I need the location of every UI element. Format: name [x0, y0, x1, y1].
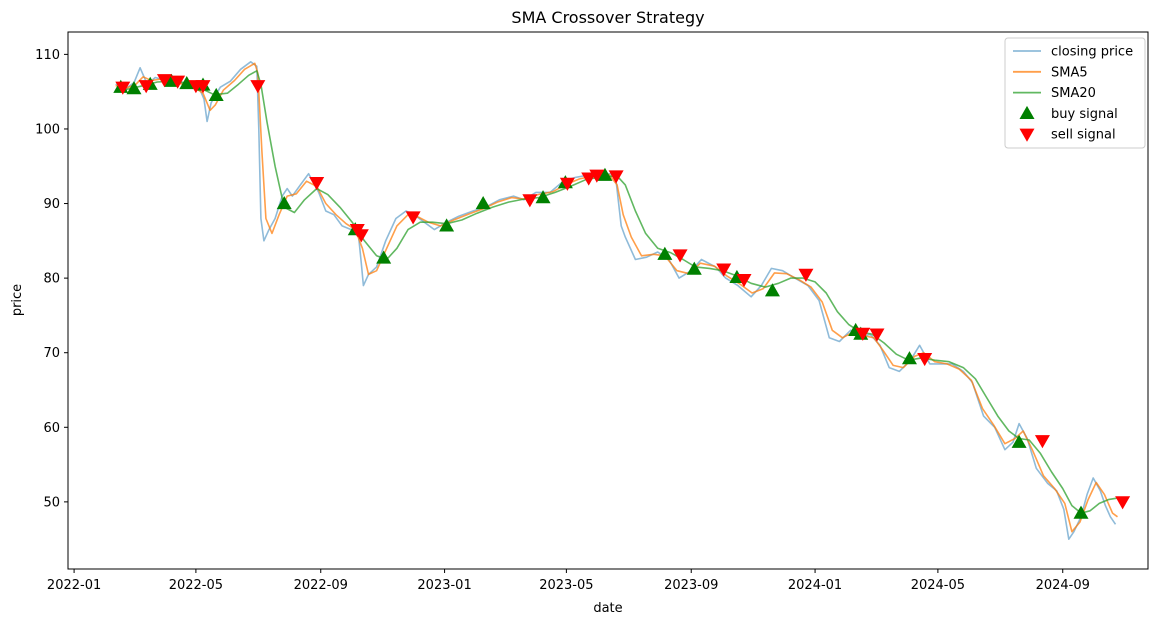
series-line-2 [115, 70, 1118, 514]
sell-signal-marker [855, 327, 871, 341]
sell-signal-marker [195, 80, 211, 94]
x-axis: 2022-01 2022-05 2022-09 2023-01 2023-05 2023-… [47, 569, 1090, 593]
buy-signal-marker [597, 167, 613, 181]
sell-signal-marker [736, 273, 752, 288]
buy-signal-marker [179, 75, 195, 90]
sell-signal-marker [917, 353, 933, 367]
marker-layer [113, 73, 1131, 519]
y-tick-label: 80 [43, 272, 60, 287]
legend-label: closing price [1051, 45, 1133, 60]
sell-signal-marker [405, 211, 421, 225]
sell-signal-marker [115, 81, 131, 95]
x-tick-label: 2022-09 [294, 578, 348, 593]
y-tick-label: 50 [43, 495, 60, 510]
sell-signal-marker [353, 229, 369, 243]
legend-label: SMA5 [1051, 65, 1088, 80]
sell-signal-marker [798, 268, 814, 282]
series-line-1 [115, 62, 1118, 533]
sell-signal-marker [170, 75, 186, 89]
sell-signal-marker [522, 194, 538, 208]
sell-signal-marker [1034, 435, 1050, 449]
x-tick-label: 2022-05 [169, 578, 223, 593]
y-tick-label: 100 [35, 122, 60, 137]
x-tick-label: 2023-01 [417, 578, 471, 593]
legend: closing price SMA5 SMA20 buy signal sell sig… [1004, 37, 1146, 149]
sell-signal-marker [250, 80, 266, 94]
legend-box [1004, 37, 1146, 149]
buy-signal-marker [439, 218, 455, 232]
y-tick-label: 70 [43, 346, 60, 361]
sell-signal-marker [608, 170, 624, 184]
buy-signal-marker [764, 283, 780, 297]
chart-title: SMA Crossover Strategy [511, 8, 704, 27]
buy-signal-marker [126, 81, 142, 95]
sell-signal-marker [581, 172, 597, 186]
legend-swatch [1019, 128, 1035, 142]
buy-signal-marker [535, 190, 551, 204]
sell-signal-marker [672, 249, 688, 263]
x-tick-label: 2024-01 [788, 578, 842, 593]
x-tick-label: 2024-05 [911, 578, 965, 593]
x-tick-label: 2023-09 [664, 578, 718, 593]
sell-signal-marker [1115, 496, 1131, 510]
buy-signal-marker [1073, 505, 1089, 519]
sell-signal-marker [309, 177, 325, 191]
x-tick-label: 2022-01 [47, 578, 101, 593]
y-tick-label: 60 [43, 421, 60, 436]
y-tick-label: 110 [35, 48, 60, 63]
sell-signal-marker [589, 169, 605, 183]
sell-signal-marker [138, 80, 154, 94]
sell-signal-marker [559, 177, 575, 191]
sell-signal-marker [869, 328, 885, 342]
x-axis-label: date [593, 601, 622, 616]
sell-signal-marker [716, 263, 732, 277]
buy-signal-marker [475, 196, 491, 210]
buy-signal-marker [901, 351, 917, 365]
buy-signal-marker [376, 250, 392, 264]
x-tick-label: 2024-09 [1036, 578, 1090, 593]
legend-label: SMA20 [1051, 86, 1096, 101]
buy-signal-marker [1011, 434, 1027, 448]
x-tick-label: 2023-05 [539, 578, 593, 593]
plot-frame [67, 31, 1149, 570]
legend-label: sell signal [1051, 128, 1116, 143]
buy-signal-marker [657, 246, 673, 260]
y-axis: 50 60 70 80 90 100 110 [35, 48, 68, 510]
legend-label: buy signal [1051, 107, 1118, 122]
y-axis-label: price [10, 284, 25, 316]
buy-signal-marker [276, 196, 292, 210]
legend-swatch [1019, 105, 1035, 120]
sell-signal-marker [156, 74, 172, 88]
buy-signal-marker [686, 261, 702, 275]
buy-signal-marker [208, 87, 224, 102]
y-tick-label: 90 [43, 197, 60, 212]
